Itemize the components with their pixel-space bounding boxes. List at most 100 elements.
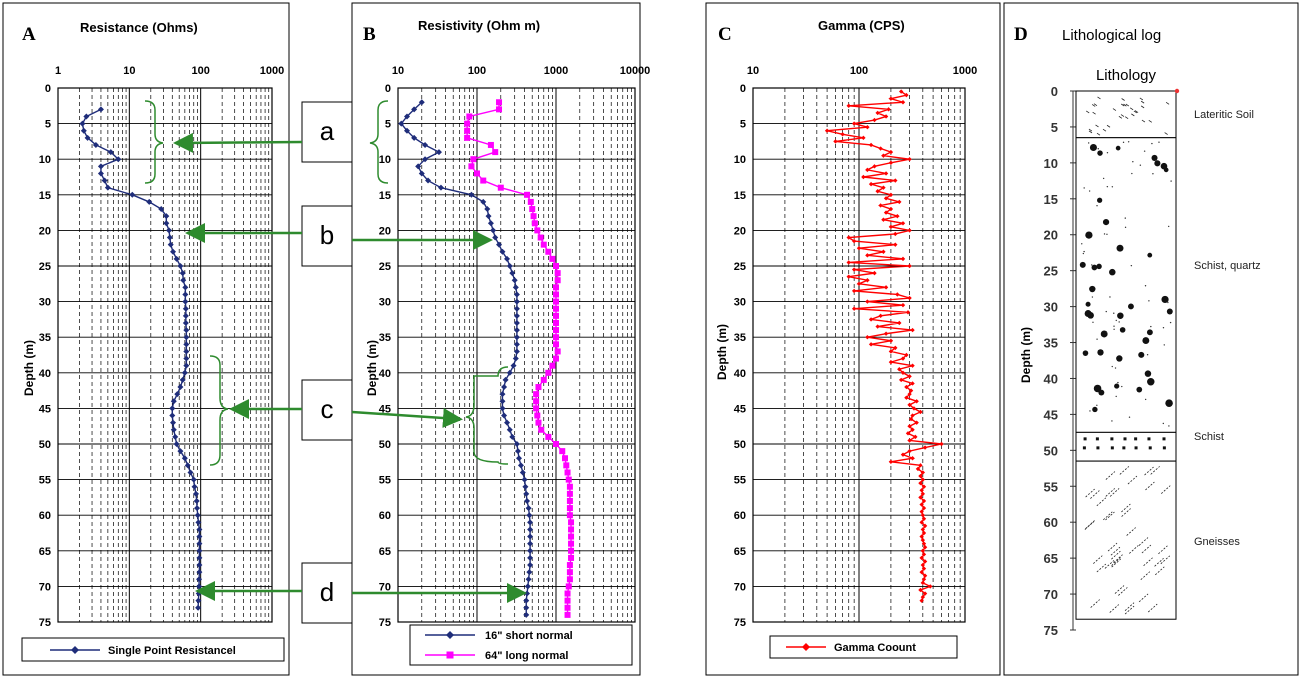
chart-a-y-tick-label: 55 — [39, 475, 51, 487]
lithology-pattern-mark — [1170, 180, 1172, 182]
chart-c-series-0-point — [920, 491, 926, 497]
lithology-unit-box — [1075, 90, 1177, 139]
chart-c-series-0-point — [920, 470, 926, 475]
legend-a-text: Single Point Resistancel — [108, 645, 236, 657]
lithology-pattern-mark — [1111, 420, 1113, 422]
lithology-pattern-mark — [1109, 296, 1111, 298]
lithology-pattern-mark — [1140, 105, 1145, 109]
chart-c-series-0-point — [883, 210, 889, 215]
chart-c-y-tick-label: 35 — [734, 332, 746, 344]
chart-b-series-0-point — [526, 512, 533, 519]
chart-a-series-0-point — [196, 562, 203, 569]
panel-a-label: A — [22, 24, 36, 45]
lithology-depth-tick-label: 50 — [1044, 443, 1058, 458]
chart-c: 10 100 1000 0 5 10 15 20 25 30 35 40 45 50 55 60 65 70 75 — [734, 65, 977, 629]
lithology-pattern-mark — [1124, 116, 1129, 120]
chart-c-series-0-point — [922, 523, 928, 529]
chart-c-y-tick-label: 60 — [734, 510, 746, 522]
panel-a-frame — [2, 2, 290, 676]
lithology-pattern-mark — [1085, 301, 1091, 307]
chart-a-x-tick-label: 10 — [123, 65, 135, 77]
chart-b-series-1-point — [568, 554, 575, 561]
lithology-depth-tick-label: 70 — [1044, 587, 1058, 602]
lithology-depth-tick-label: 60 — [1044, 515, 1058, 530]
lithology-pattern-mark — [1132, 161, 1134, 163]
chart-b-y-tick-label: 75 — [379, 617, 391, 629]
chart-b-series-1-point — [553, 441, 559, 447]
chart-a-series-0-point — [173, 441, 180, 447]
chart-b-series-0-point — [499, 405, 506, 412]
chart-b-series-0-point — [496, 241, 503, 248]
chart-b-series-0-point — [506, 426, 513, 433]
legend-b-text-1: 16" short normal — [485, 630, 573, 642]
chart-b-series-1-point — [535, 419, 542, 426]
chart-a-series-0-point — [182, 284, 189, 291]
lithology-pattern-mark — [1141, 119, 1146, 123]
chart-a-series-0-point — [196, 547, 203, 554]
chart-c-y-tick-label: 50 — [734, 439, 746, 451]
lithology-pattern-mark — [1093, 103, 1098, 106]
chart-c-series-0-point — [921, 566, 927, 571]
lithology-top-marker — [1174, 88, 1180, 94]
chart-b-series-1-point — [534, 412, 541, 419]
lithology-pattern-mark — [1110, 446, 1114, 450]
callout-b: b — [301, 205, 353, 267]
chart-b-y-tick-label: 55 — [379, 475, 391, 487]
chart-b-series-0-point — [527, 554, 534, 561]
chart-b-y-tick-label: 70 — [379, 581, 391, 593]
chart-b-series-1-point — [464, 127, 471, 134]
chart-c-series-0-point — [888, 338, 894, 343]
lithology-pattern-mark — [1136, 386, 1143, 393]
chart-b-series-1-point — [545, 248, 552, 255]
lithology-pattern-mark — [1147, 437, 1151, 441]
lithology-pattern-mark — [1146, 329, 1153, 336]
chart-b-series-0-point — [404, 127, 411, 134]
lithology-depth-tick-label: 35 — [1044, 336, 1058, 351]
lithology-pattern-mark — [1103, 233, 1106, 235]
lithology-pattern-mark — [1160, 162, 1168, 170]
lithology-pattern-mark — [1105, 331, 1108, 333]
lithology-pattern-mark — [1134, 446, 1138, 450]
chart-c-series-0-point — [910, 456, 915, 461]
chart-c-series-0-point — [878, 146, 883, 151]
lithology-unit-label: Schist — [1194, 431, 1224, 443]
chart-b-series-1-point — [566, 562, 573, 569]
chart-c-series-0-point — [856, 281, 862, 286]
lithology-pattern-mark — [1117, 312, 1124, 319]
chart-a-series-0-point — [179, 376, 186, 383]
lithology-pattern-mark — [1119, 327, 1126, 333]
chart-c-series-0-line — [826, 90, 942, 601]
chart-b-series-0-point — [418, 170, 425, 177]
chart-b-series-0-point — [527, 519, 534, 526]
lithology-pattern-mark — [1106, 124, 1111, 128]
chart-c-series-0-point — [919, 555, 924, 561]
lithology-pattern-mark — [1166, 308, 1173, 315]
lithology-pattern-mark — [1123, 437, 1127, 441]
chart-a-y-tick-label: 20 — [39, 225, 51, 237]
chart-c-series-0-point — [922, 573, 928, 578]
lithology-unit-box — [1075, 431, 1177, 462]
chart-c-series-0-point — [878, 313, 883, 319]
chart-a-series-0-point — [158, 206, 165, 213]
lithology-depth-tick-label: 30 — [1044, 300, 1058, 315]
chart-c-series-0-point — [851, 121, 857, 126]
lithology-pattern-mark — [1098, 389, 1105, 396]
chart-b-series-0-point — [513, 305, 520, 312]
chart-b-series-1-point — [566, 505, 573, 512]
chart-a-y-tick-label: 45 — [39, 403, 51, 415]
chart-c-series-0-point — [878, 203, 883, 208]
chart-b-series-1-point — [530, 213, 537, 220]
lithology-pattern-mark — [1096, 132, 1101, 136]
lithology-pattern-mark — [1091, 264, 1098, 271]
lithology-pattern-mark — [1091, 296, 1094, 298]
chart-b-series-0-point — [523, 597, 530, 604]
chart-b-series-0-point — [515, 455, 522, 462]
lithology-pattern-mark — [1148, 300, 1150, 302]
panel-b-frame — [351, 2, 641, 676]
lithology-pattern-mark — [1118, 321, 1120, 323]
chart-b-series-0-point — [501, 384, 508, 391]
chart-a-y-tick-label: 5 — [45, 119, 51, 131]
lithology-pattern-mark — [1097, 349, 1104, 356]
chart-b-series-1-point — [553, 355, 559, 362]
